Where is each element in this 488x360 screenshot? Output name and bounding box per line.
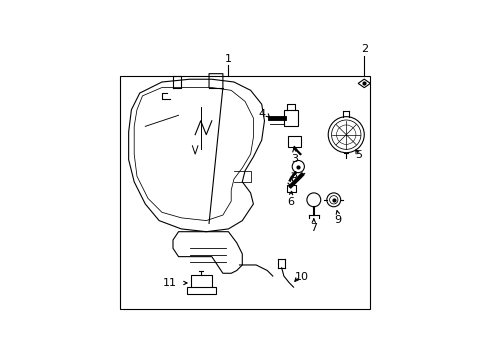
Bar (287, 136, 300, 147)
Bar (186, 287, 216, 294)
Text: 3: 3 (290, 154, 297, 164)
Text: 4: 4 (258, 109, 265, 119)
Text: 9: 9 (334, 215, 341, 225)
Bar (284, 110, 297, 126)
Text: 8: 8 (289, 174, 297, 184)
Text: 7: 7 (309, 223, 317, 233)
Text: 6: 6 (287, 197, 294, 207)
Polygon shape (357, 79, 369, 88)
Text: 11: 11 (163, 278, 177, 288)
Bar (120, 76, 369, 309)
Bar (191, 275, 211, 288)
Text: 10: 10 (294, 273, 308, 283)
Bar (286, 185, 296, 192)
Text: 1: 1 (224, 54, 231, 64)
Text: 2: 2 (360, 44, 367, 54)
Text: 5: 5 (354, 150, 362, 161)
